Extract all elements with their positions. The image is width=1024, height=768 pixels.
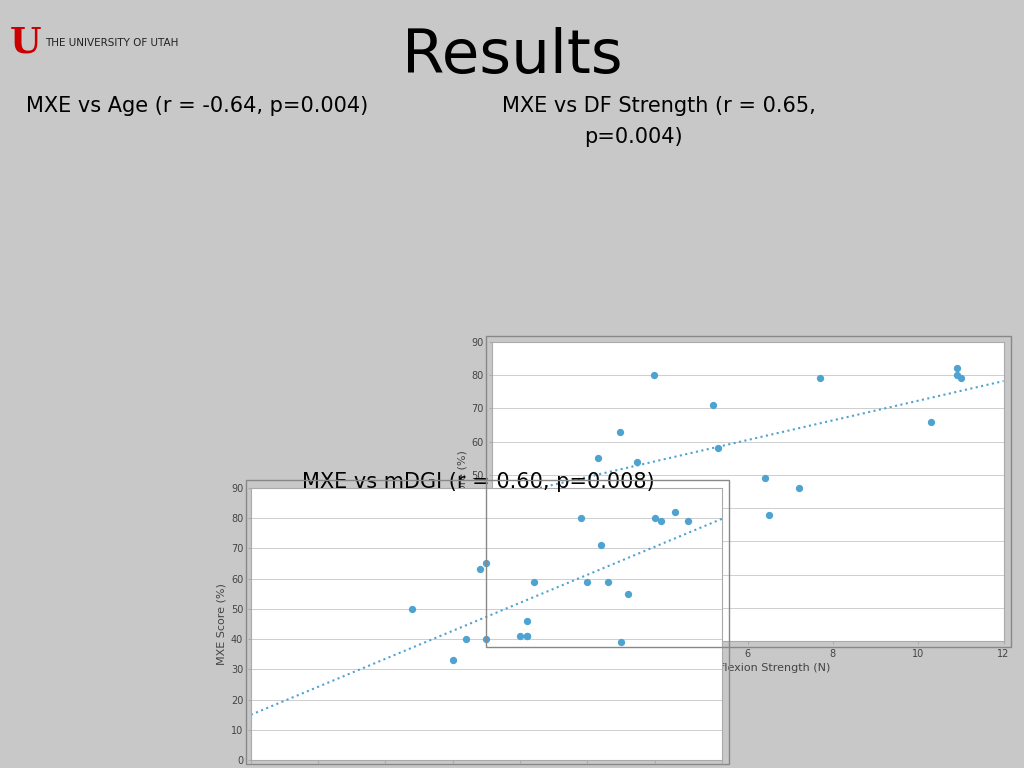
Point (518, 630, 535, 642)
Point (629, 455, 645, 468)
Y-axis label: MXE Score (%): MXE Score (%) (458, 451, 467, 532)
Point (653, 515, 670, 527)
Text: Results: Results (401, 27, 623, 86)
Point (518, 615, 535, 627)
Point (518, 630, 535, 642)
Text: U: U (10, 25, 42, 60)
Point (590, 452, 606, 465)
Point (923, 415, 939, 428)
Point (539, 498, 555, 511)
Text: MXE vs mDGI (r = 0.60, p=0.008): MXE vs mDGI (r = 0.60, p=0.008) (302, 472, 654, 492)
Point (525, 575, 542, 588)
Text: MXE vs DF Strength (r = 0.65,: MXE vs DF Strength (r = 0.65, (502, 96, 815, 116)
Y-axis label: MXE Score (%): MXE Score (%) (217, 583, 226, 665)
Text: MXE vs Age (r = -0.64, p=0.004): MXE vs Age (r = -0.64, p=0.004) (26, 96, 368, 116)
Text: p=0.004): p=0.004) (584, 127, 682, 147)
Point (611, 425, 628, 438)
Point (761, 508, 777, 521)
Point (590, 498, 606, 511)
Point (572, 511, 589, 524)
Point (952, 372, 969, 385)
Point (580, 575, 596, 588)
Point (512, 630, 528, 642)
Point (646, 511, 663, 524)
Point (791, 482, 807, 495)
Point (710, 442, 726, 455)
Point (612, 636, 629, 648)
Point (458, 633, 474, 645)
Point (478, 558, 495, 570)
Point (586, 498, 602, 511)
Point (948, 362, 965, 375)
Point (667, 506, 683, 518)
Text: THE UNIVERSITY OF UTAH: THE UNIVERSITY OF UTAH (45, 38, 178, 48)
Point (757, 472, 773, 485)
Point (948, 369, 965, 381)
Point (620, 588, 636, 600)
Point (706, 399, 722, 411)
X-axis label: Max Dorsiflexion Strength (N): Max Dorsiflexion Strength (N) (665, 663, 830, 673)
Point (444, 654, 461, 667)
Point (812, 372, 828, 385)
Point (593, 539, 609, 551)
Point (471, 564, 487, 576)
Point (680, 515, 696, 527)
Point (645, 369, 662, 381)
Point (404, 603, 421, 615)
Point (478, 633, 495, 645)
Point (599, 575, 615, 588)
